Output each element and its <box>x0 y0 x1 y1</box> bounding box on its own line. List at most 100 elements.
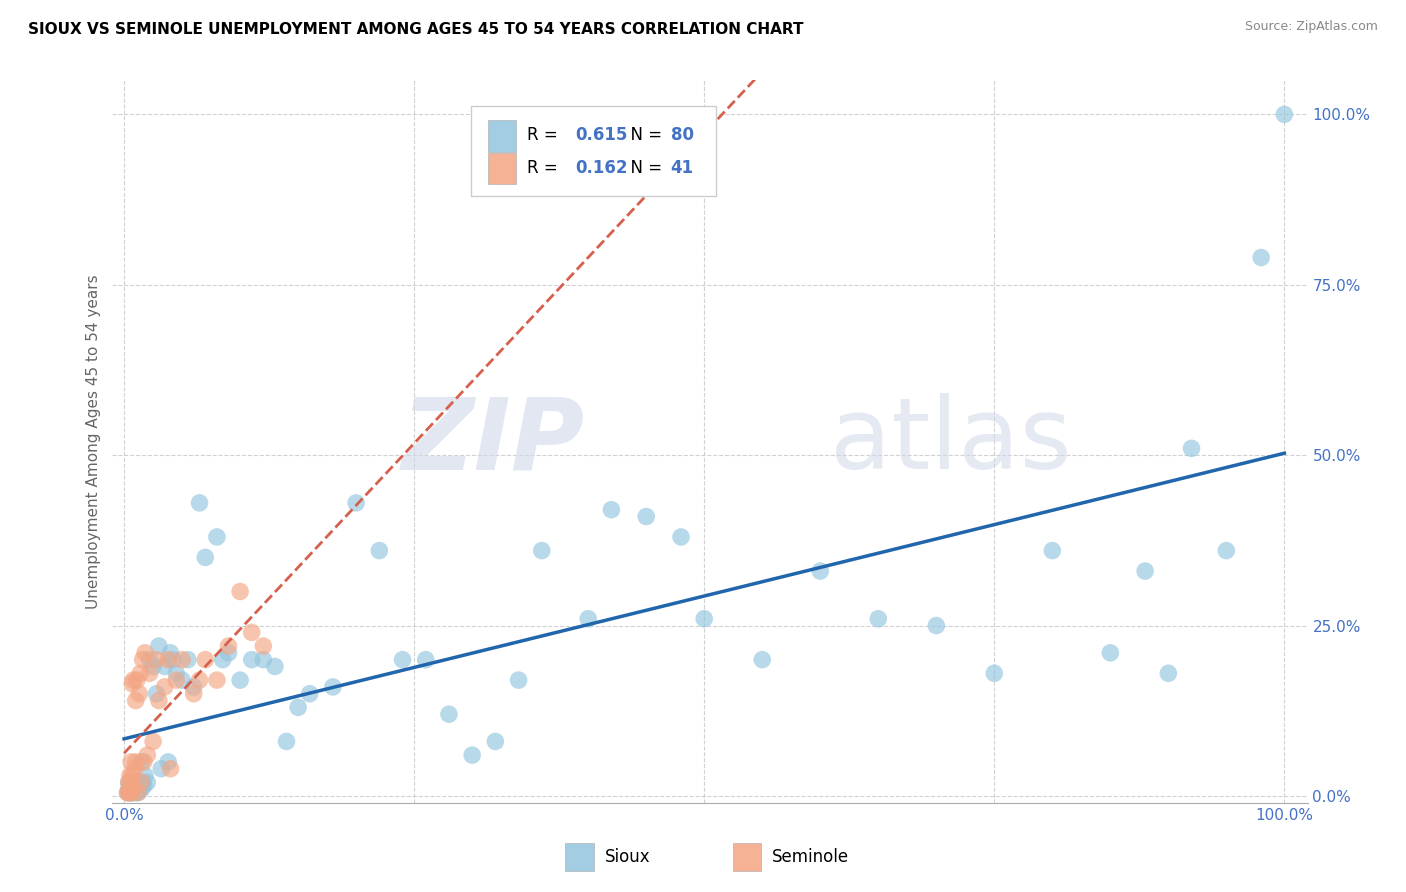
Point <box>183 680 205 694</box>
Text: 41: 41 <box>671 160 693 178</box>
Point <box>142 659 165 673</box>
Text: 0.615: 0.615 <box>575 126 627 145</box>
Point <box>1250 251 1272 265</box>
Point <box>1099 646 1122 660</box>
Point <box>276 734 298 748</box>
Point <box>131 653 153 667</box>
Text: R =: R = <box>527 160 564 178</box>
Point <box>188 673 211 687</box>
Point <box>205 530 228 544</box>
Point <box>194 653 217 667</box>
Point <box>125 673 148 687</box>
Point <box>229 584 252 599</box>
Point <box>121 779 143 793</box>
Point <box>162 653 184 667</box>
Point <box>121 786 143 800</box>
Point <box>148 693 170 707</box>
Point <box>122 786 145 800</box>
Point <box>576 612 599 626</box>
Point <box>188 496 211 510</box>
Point <box>124 775 146 789</box>
Point <box>165 673 187 687</box>
Point <box>117 786 139 800</box>
Point <box>138 666 160 681</box>
Point <box>264 659 287 673</box>
Point <box>150 762 173 776</box>
Point <box>218 639 240 653</box>
Point <box>127 786 149 800</box>
Point <box>136 775 159 789</box>
Point <box>129 779 152 793</box>
Point <box>131 782 153 797</box>
Point <box>122 782 145 797</box>
Point <box>136 748 159 763</box>
Y-axis label: Unemployment Among Ages 45 to 54 years: Unemployment Among Ages 45 to 54 years <box>86 274 101 609</box>
Point <box>600 502 623 516</box>
Point <box>118 779 141 793</box>
Point <box>127 782 149 797</box>
Point <box>134 768 156 782</box>
Point <box>124 762 146 776</box>
Point <box>131 755 153 769</box>
Text: Sioux: Sioux <box>605 848 651 866</box>
Text: atlas: atlas <box>830 393 1071 490</box>
Point <box>530 543 553 558</box>
Point <box>145 653 167 667</box>
Point <box>145 687 167 701</box>
Text: N =: N = <box>620 126 668 145</box>
Point <box>131 775 153 789</box>
Point <box>252 639 274 653</box>
Point <box>1157 666 1180 681</box>
Point <box>118 775 141 789</box>
Point <box>117 786 139 800</box>
Point <box>287 700 309 714</box>
Point <box>218 646 240 660</box>
Point <box>118 782 141 797</box>
Point <box>128 687 150 701</box>
Point <box>125 755 148 769</box>
Point <box>157 653 180 667</box>
Text: 0.162: 0.162 <box>575 160 627 178</box>
Point <box>484 734 506 748</box>
Point <box>165 666 187 681</box>
Point <box>125 775 148 789</box>
Point <box>229 673 252 687</box>
Point <box>461 748 484 763</box>
Point <box>322 680 344 694</box>
FancyBboxPatch shape <box>733 843 762 871</box>
Point <box>118 786 141 800</box>
Point <box>120 775 142 789</box>
Point <box>125 693 148 707</box>
Point <box>205 673 228 687</box>
Point <box>437 707 460 722</box>
Point <box>1215 543 1237 558</box>
Point <box>120 786 142 800</box>
Point <box>153 659 176 673</box>
Point <box>1040 543 1063 558</box>
Point <box>368 543 391 558</box>
Point <box>122 673 145 687</box>
Point <box>127 786 149 800</box>
Text: 80: 80 <box>671 126 693 145</box>
Text: Seminole: Seminole <box>772 848 849 866</box>
FancyBboxPatch shape <box>488 120 516 152</box>
Point <box>131 775 153 789</box>
Point <box>121 768 143 782</box>
Point <box>298 687 321 701</box>
Point <box>240 625 263 640</box>
Point <box>172 653 194 667</box>
Point <box>177 653 200 667</box>
Point <box>148 639 170 653</box>
Point <box>118 786 141 800</box>
Point <box>240 653 263 667</box>
Point <box>120 786 142 800</box>
Point <box>183 687 205 701</box>
Point <box>132 755 155 769</box>
Point <box>132 779 155 793</box>
Point <box>636 509 658 524</box>
Point <box>1133 564 1156 578</box>
FancyBboxPatch shape <box>471 105 716 196</box>
Point <box>118 786 141 800</box>
Point <box>128 782 150 797</box>
Point <box>252 653 274 667</box>
